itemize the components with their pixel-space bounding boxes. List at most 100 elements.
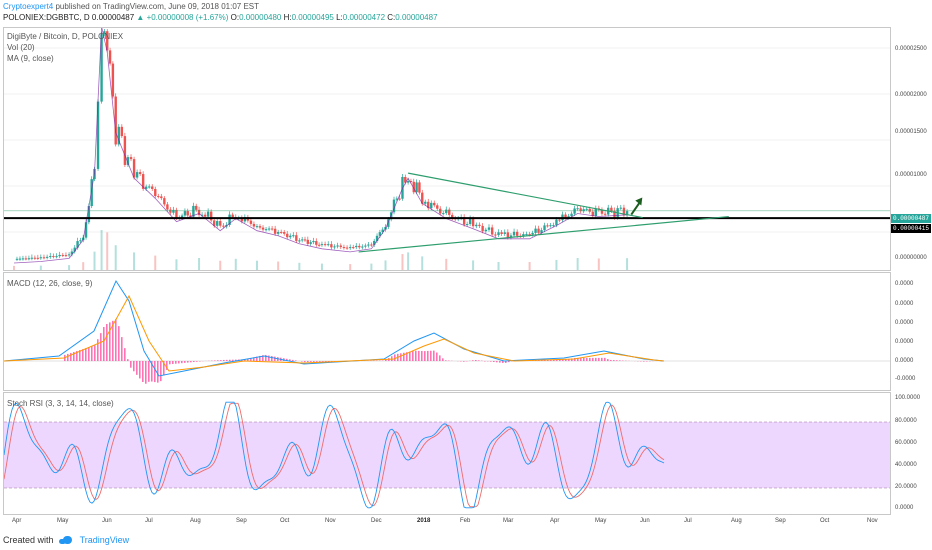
macd-histogram-bar (142, 361, 144, 382)
candle-body (135, 172, 139, 178)
macd-histogram-bar (148, 361, 150, 382)
x-tick-label: Dec (371, 518, 382, 524)
candle-body (398, 198, 401, 200)
macd-histogram-bar (475, 360, 477, 361)
stoch-rsi-band (4, 422, 890, 488)
macd-histogram-bar (499, 361, 501, 363)
volume-bar (13, 265, 15, 270)
high-value: 0.00000495 (291, 13, 334, 22)
candle-body (468, 218, 472, 225)
candle-body (546, 225, 549, 227)
macd-histogram-bar (133, 361, 135, 372)
macd-histogram-bar (427, 350, 429, 361)
price-pane[interactable]: DigiByte / Bitcoin, D, POLONIEX Vol (20)… (3, 27, 891, 271)
rsi-axis[interactable]: 100.0000 80.0000 60.0000 40.0000 20.0000… (891, 392, 932, 515)
macd-histogram-bar (559, 359, 561, 361)
macd-histogram-bar (79, 350, 81, 361)
x-tick-label: Aug (731, 518, 742, 524)
price-axis[interactable]: 0.00002500 0.00002000 0.00001500 0.00001… (891, 27, 932, 271)
macd-chart[interactable] (4, 273, 891, 391)
x-tick-label: Apr (550, 518, 560, 524)
candle-body (549, 225, 552, 227)
stoch-rsi-k-line (4, 401, 665, 509)
macd-histogram-bar (130, 361, 132, 368)
price-chart[interactable] (4, 28, 891, 271)
candle-body (540, 230, 543, 233)
macd-histogram-bar (109, 322, 111, 361)
macd-histogram-bar (394, 354, 396, 361)
macd-histogram-bar (436, 352, 438, 361)
macd-histogram-bar (385, 359, 387, 361)
macd-histogram-bar (223, 359, 225, 361)
stoch-rsi-chart[interactable] (4, 393, 891, 515)
candle-body (267, 228, 271, 230)
candle-body (30, 257, 34, 259)
tradingview-brand[interactable]: TradingView (79, 535, 130, 545)
rsi-tick: 80.0000 (895, 418, 917, 424)
candle-body (625, 211, 629, 216)
candle-body (154, 188, 157, 197)
rsi-tick: 100.0000 (895, 395, 921, 401)
price-change: ▲ +0.00000008 (+1.67%) (136, 13, 229, 22)
candle-body (79, 240, 82, 242)
candle-body (582, 209, 585, 212)
macd-histogram-bar (259, 355, 261, 361)
price-tick: 0.00002500 (895, 46, 927, 52)
candle-body (534, 228, 537, 233)
stoch-rsi-pane[interactable]: Stoch RSI (3, 3, 14, 14, close) (3, 392, 891, 515)
macd-histogram-bar (187, 361, 189, 363)
macd-pane[interactable]: MACD (12, 26, close, 9) (3, 272, 891, 391)
candle-body (345, 247, 349, 249)
macd-histogram-bar (400, 353, 402, 361)
macd-histogram-bar (262, 355, 264, 361)
macd-histogram-bar (415, 350, 417, 361)
macd-histogram-bar (163, 361, 165, 376)
macd-histogram-bar (154, 361, 156, 383)
candle-body (52, 256, 55, 258)
candle-body (203, 214, 207, 217)
volume-bar (175, 259, 178, 270)
macd-axis[interactable]: 0.0000 0.0000 0.0000 0.0000 0.0000 -0.00… (891, 272, 932, 391)
candle-body (255, 226, 259, 228)
candle-body (552, 225, 555, 227)
macd-histogram-bar (172, 361, 174, 365)
rsi-tick: 0.0000 (895, 505, 914, 511)
ma-line (13, 28, 628, 264)
macd-histogram-bar (562, 359, 564, 361)
macd-histogram-bar (307, 361, 309, 363)
macd-histogram-bar (178, 361, 180, 364)
candle-body (448, 209, 451, 215)
candle-body (108, 50, 112, 64)
candle-body (336, 245, 339, 247)
candle-body (442, 213, 445, 215)
candle-body (309, 242, 312, 244)
author-link[interactable]: Cryptoexpert4 (3, 2, 54, 11)
x-tick-label: Apr (12, 518, 22, 524)
candle-body (36, 257, 40, 259)
macd-histogram-bar (325, 361, 327, 362)
macd-histogram-bar (160, 361, 162, 382)
signal-line (4, 294, 665, 372)
macd-histogram-bar (88, 347, 90, 361)
macd-line (4, 279, 665, 377)
candle-body (67, 254, 71, 256)
macd-histogram-bar (406, 352, 408, 361)
macd-histogram-bar (214, 360, 216, 361)
macd-histogram-bar (292, 359, 294, 361)
candle-body (129, 157, 133, 160)
candle-body (330, 244, 333, 248)
lower-trendline (358, 215, 729, 253)
macd-histogram-bar (169, 361, 171, 365)
x-tick-label: Feb (460, 518, 471, 524)
candle-body (114, 96, 117, 145)
candle-body (421, 192, 424, 204)
candle-body (306, 239, 310, 244)
candle-body (603, 213, 607, 215)
volume-bar (555, 259, 558, 270)
macd-histogram-bar (424, 351, 426, 361)
candle-body (395, 198, 399, 200)
candle-body (15, 258, 19, 260)
close-label: C: (387, 13, 396, 22)
candle-body (465, 224, 469, 226)
macd-histogram-bar (190, 361, 192, 363)
